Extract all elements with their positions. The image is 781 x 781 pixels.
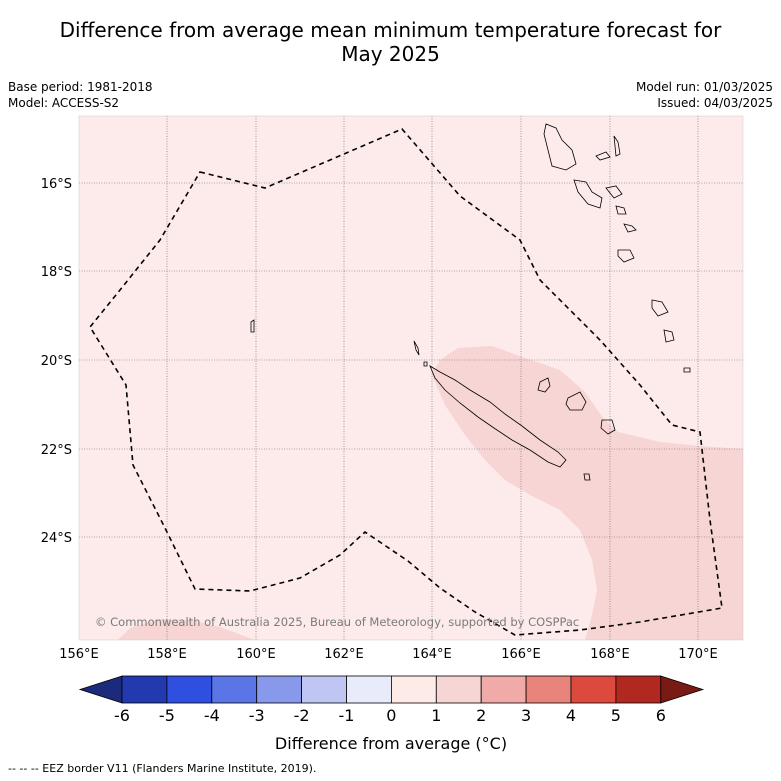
- isle-of-pines: [583, 473, 591, 481]
- lon-label-166e: 166°E: [501, 647, 541, 662]
- new-caledonia-islet-north: [413, 340, 420, 356]
- vanuatu-aneityum: [663, 329, 675, 343]
- colorbar-tick-label: 2: [476, 706, 486, 725]
- loyalty-island-ouvea: [537, 377, 551, 393]
- new-caledonia-mainland: [429, 365, 567, 468]
- lat-label-16s: 16°S: [41, 177, 72, 192]
- model-run: Model run: 01/03/2025: [635, 80, 773, 94]
- lon-label-168e: 168°E: [590, 647, 630, 662]
- lon-label-170e: 170°E: [678, 647, 718, 662]
- lat-label-22s: 22°S: [41, 443, 72, 458]
- loyalty-island-lifou: [565, 391, 587, 411]
- colorbar-bin: [346, 675, 392, 704]
- colorbar-tick-label: 3: [521, 706, 531, 725]
- lat-label-20s: 20°S: [41, 354, 72, 369]
- graticule: [79, 116, 743, 640]
- colorbar-bin: [615, 675, 662, 704]
- colorbar-tick-label: -6: [114, 706, 130, 725]
- colorbar-bin: [121, 675, 168, 704]
- colorbar-bin: [435, 675, 482, 704]
- colorbar-tick-label: 1: [431, 706, 441, 725]
- colorbar-bin: [570, 675, 617, 704]
- colorbar-bin: [525, 675, 572, 704]
- colorbar-extend-high: [660, 675, 705, 704]
- vanuatu-espiritu-santo: [543, 123, 577, 171]
- colorbar-tick-label: 0: [386, 706, 396, 725]
- colorbar-bin: [480, 675, 527, 704]
- copyright-notice: © Commonwealth of Australia 2025, Bureau…: [95, 615, 579, 629]
- colorbar-tick-label: 5: [611, 706, 621, 725]
- colorbar: [78, 675, 705, 704]
- loyalty-island-mare: [600, 419, 616, 435]
- vanuatu-malekula: [573, 179, 603, 209]
- meta-right: Model run: 01/03/2025 Issued: 04/03/2025: [636, 79, 773, 111]
- colorbar-ticks: -6 -5 -4 -3 -2 -1 0 1 2 3 4 5 6: [114, 706, 666, 725]
- lon-label-156e: 156°E: [59, 647, 99, 662]
- colorbar-tick-label: -5: [159, 706, 175, 725]
- base-period: Base period: 1981-2018: [8, 80, 153, 94]
- title-line-2: May 2025: [341, 42, 440, 66]
- colorbar-tick-label: -4: [204, 706, 220, 725]
- colorbar-bin: [256, 675, 303, 704]
- chesterfield-islet: [250, 319, 255, 333]
- lat-label-18s: 18°S: [41, 265, 72, 280]
- eez-border: [89, 128, 723, 636]
- meta-left: Base period: 1981-2018 Model: ACCESS-S2: [8, 79, 153, 111]
- title-line-1: Difference from average mean minimum tem…: [59, 18, 722, 42]
- new-caledonia-islet: [423, 361, 428, 367]
- colorbar-tick-label: -1: [339, 706, 355, 725]
- longitude-labels: 156°E 158°E 160°E 162°E 164°E 166°E 168°…: [59, 647, 718, 662]
- map-title: Difference from average mean minimum tem…: [0, 18, 781, 66]
- vanuatu-ambae: [595, 151, 611, 161]
- vanuatu-efate: [623, 223, 637, 233]
- colorbar-bin: [390, 675, 437, 704]
- vanuatu-epi: [615, 205, 627, 215]
- colorbar-tick-label: -2: [294, 706, 310, 725]
- colorbar-extend-low: [78, 675, 123, 704]
- lon-label-158e: 158°E: [147, 647, 187, 662]
- colorbar-bin: [301, 675, 347, 704]
- lat-label-24s: 24°S: [41, 531, 72, 546]
- colorbar-tick-label: 6: [656, 706, 666, 725]
- vanuatu-maewo: [613, 135, 621, 157]
- vanuatu-pentecost: [605, 185, 623, 199]
- model-name: Model: ACCESS-S2: [8, 96, 120, 110]
- lon-label-160e: 160°E: [236, 647, 276, 662]
- colorbar-bin: [166, 675, 213, 704]
- map-frame: [78, 115, 744, 641]
- colorbar-bin: [211, 675, 258, 704]
- lon-label-162e: 162°E: [324, 647, 364, 662]
- latitude-labels: 16°S 18°S 20°S 22°S 24°S: [41, 177, 72, 546]
- colorbar-tick-label: 4: [566, 706, 576, 725]
- colorbar-label: Difference from average (°C): [275, 734, 507, 753]
- eez-legend-note: -- -- -- EEZ border V11 (Flanders Marine…: [8, 762, 317, 775]
- vanuatu-tanna: [651, 299, 669, 317]
- issued-date: Issued: 04/03/2025: [657, 96, 773, 110]
- matthew-island: [683, 367, 691, 373]
- colorbar-tick-label: -3: [249, 706, 265, 725]
- anomaly-region-south: [118, 619, 255, 640]
- vanuatu-erromango: [617, 249, 635, 263]
- lon-label-164e: 164°E: [412, 647, 452, 662]
